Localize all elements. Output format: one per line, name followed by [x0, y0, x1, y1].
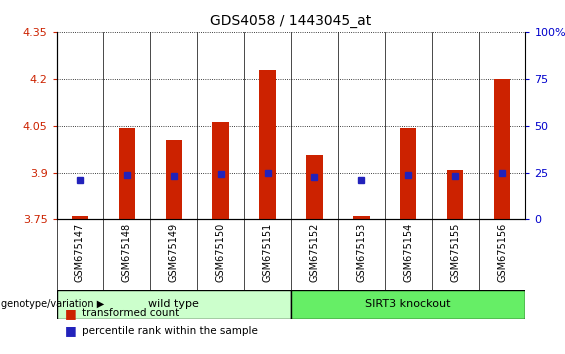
Bar — [56, 290, 291, 319]
Text: GSM675150: GSM675150 — [216, 223, 225, 282]
Bar — [166, 140, 182, 219]
Bar — [291, 290, 525, 319]
Text: GSM675147: GSM675147 — [75, 223, 85, 282]
Bar — [400, 128, 416, 219]
Bar — [494, 79, 510, 219]
Text: percentile rank within the sample: percentile rank within the sample — [82, 326, 258, 336]
Bar — [306, 155, 323, 219]
Text: ■: ■ — [65, 325, 77, 337]
Text: genotype/variation ▶: genotype/variation ▶ — [1, 299, 105, 309]
Text: transformed count: transformed count — [82, 308, 179, 318]
Text: SIRT3 knockout: SIRT3 knockout — [366, 299, 451, 309]
Bar — [72, 216, 88, 219]
Text: ■: ■ — [65, 307, 77, 320]
Text: GSM675154: GSM675154 — [403, 223, 413, 282]
Text: GSM675156: GSM675156 — [497, 223, 507, 282]
Bar — [447, 170, 463, 219]
Text: GSM675151: GSM675151 — [263, 223, 272, 282]
Text: wild type: wild type — [148, 299, 199, 309]
Bar — [119, 128, 135, 219]
Text: GSM675153: GSM675153 — [357, 223, 366, 282]
Text: GSM675149: GSM675149 — [169, 223, 179, 282]
Bar — [259, 70, 276, 219]
Text: GSM675148: GSM675148 — [122, 223, 132, 282]
Bar — [212, 122, 229, 219]
Text: GSM675152: GSM675152 — [310, 223, 319, 282]
Bar — [353, 216, 370, 219]
Title: GDS4058 / 1443045_at: GDS4058 / 1443045_at — [210, 14, 372, 28]
Text: GSM675155: GSM675155 — [450, 223, 460, 282]
